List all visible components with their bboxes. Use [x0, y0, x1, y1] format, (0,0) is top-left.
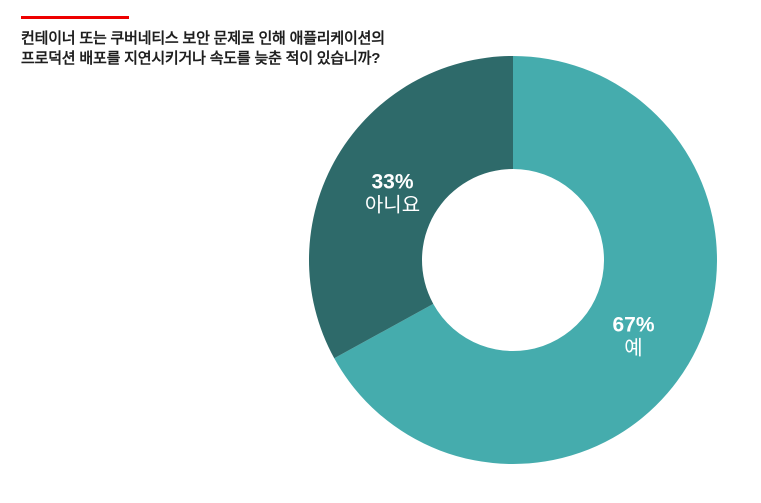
slice-label-1: 33% 아니요 — [365, 171, 420, 217]
slice-pct-text-0: 67% — [612, 313, 654, 336]
question-line-2: 프로덕션 배포를 지연시키거나 속도를 늦춘 적이 있습니까? — [21, 50, 381, 67]
slice-name-text-1: 아니요 — [365, 194, 420, 217]
slice-label-0: 67% 예 — [612, 313, 654, 359]
chart-question: 컨테이너 또는 쿠버네티스 보안 문제로 인해 애플리케이션의 프로덕션 배포를… — [21, 29, 385, 69]
slice-name-text-0: 예 — [624, 336, 642, 359]
donut-slice-0 — [334, 56, 717, 464]
slice-pct-text-1: 33% — [371, 171, 413, 194]
question-line-1: 컨테이너 또는 쿠버네티스 보안 문제로 인해 애플리케이션의 — [21, 30, 385, 47]
accent-bar — [21, 16, 129, 19]
donut-slice-1 — [308, 56, 513, 359]
